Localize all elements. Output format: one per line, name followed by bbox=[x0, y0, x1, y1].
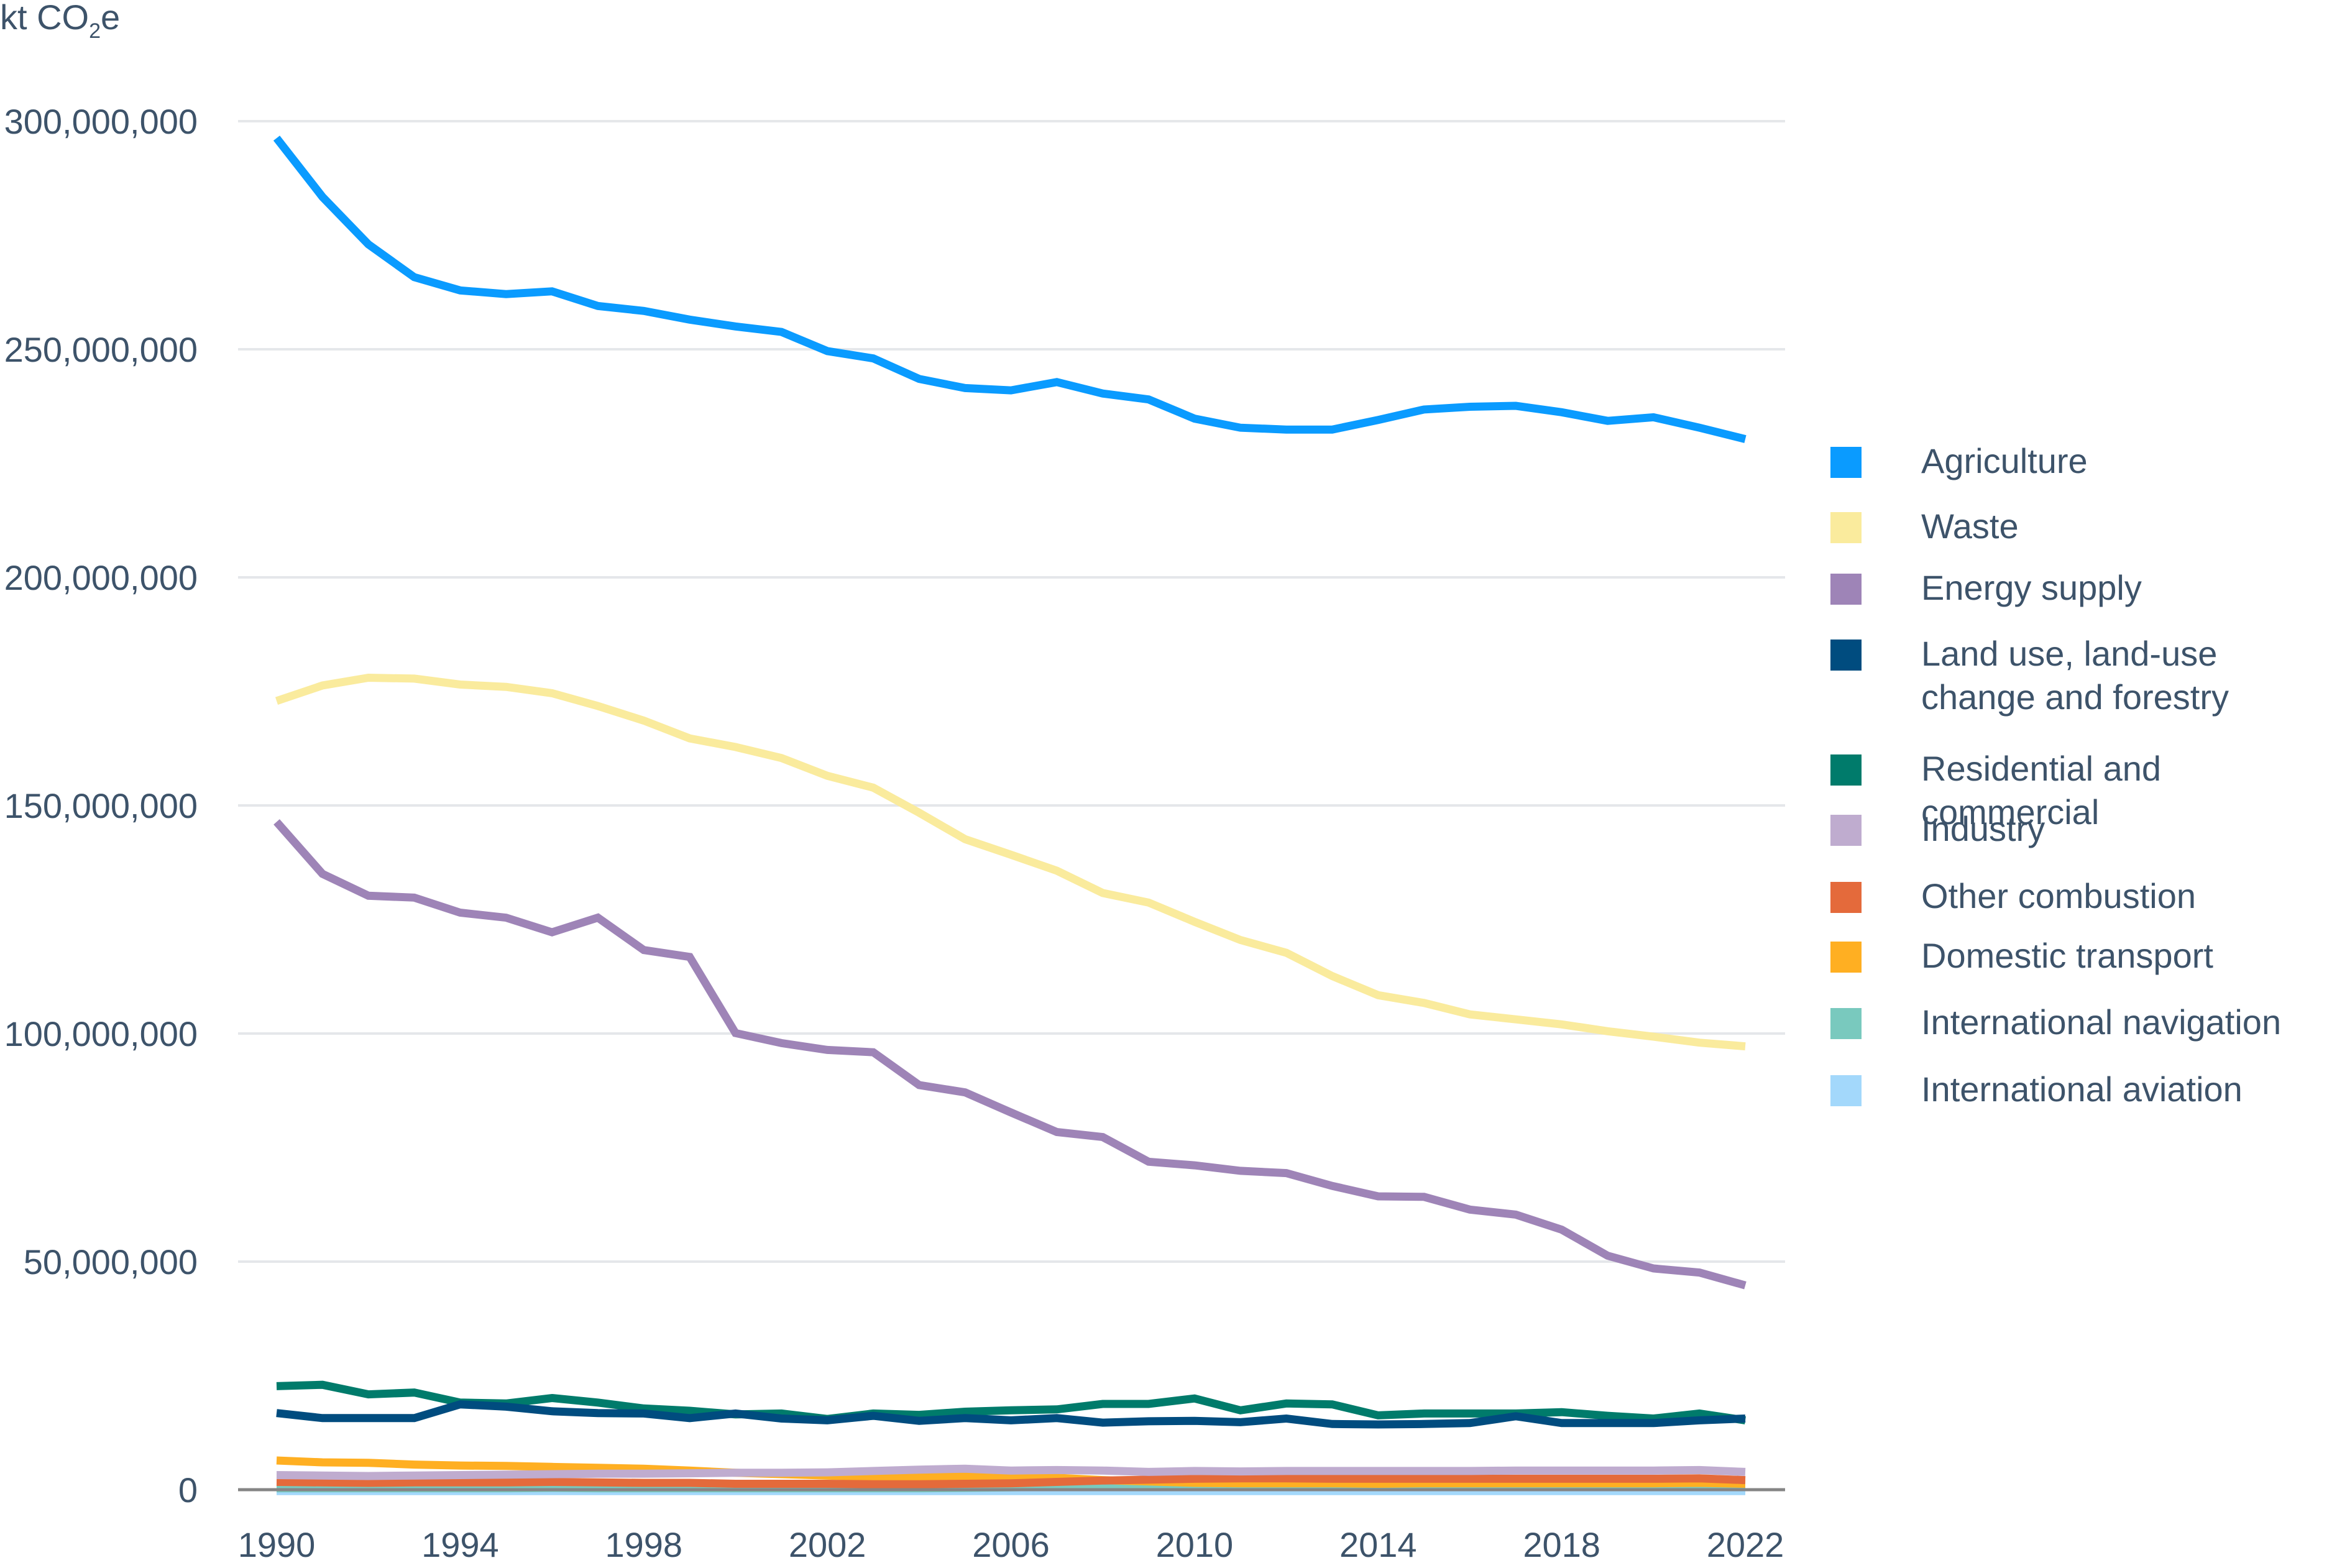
legend-swatch bbox=[1830, 512, 1862, 543]
y-tick-label: 150,000,000 bbox=[4, 786, 198, 825]
legend-item-other-combustion[interactable]: Other combustion bbox=[1830, 876, 2196, 918]
series-line-waste bbox=[275, 673, 1746, 1051]
x-tick-label: 1990 bbox=[238, 1525, 316, 1564]
legend-swatch bbox=[1830, 1075, 1862, 1106]
legend-label: Domestic transport bbox=[1921, 936, 2213, 975]
legend-label: Residential and commercial bbox=[1921, 749, 2162, 832]
legend-label: Other combustion bbox=[1921, 876, 2196, 915]
legend-item-agriculture[interactable]: Agriculture bbox=[1830, 441, 2088, 483]
legend-label: International navigation bbox=[1921, 1002, 2282, 1042]
series-lines bbox=[273, 135, 1747, 1495]
series-line-energy-supply bbox=[273, 819, 1747, 1290]
legend-label: International aviation bbox=[1921, 1070, 2243, 1109]
y-tick-label: 50,000,000 bbox=[24, 1242, 198, 1281]
x-tick-label: 1998 bbox=[605, 1525, 682, 1564]
legend-swatch bbox=[1830, 574, 1862, 605]
x-tick-label: 2006 bbox=[972, 1525, 1050, 1564]
legend-swatch bbox=[1830, 447, 1862, 478]
legend-item-waste[interactable]: Waste bbox=[1830, 507, 2019, 548]
legend-item-international-aviation[interactable]: International aviation bbox=[1830, 1070, 2243, 1111]
legend-label: Waste bbox=[1921, 507, 2019, 546]
unit-main: kt CO bbox=[0, 0, 90, 37]
series-line-residential-and-commercial bbox=[276, 1380, 1746, 1424]
x-tick-label: 2014 bbox=[1339, 1525, 1417, 1564]
series-line-land-use-land-use-change-and-forestry bbox=[276, 1400, 1746, 1429]
x-tick-label: 2010 bbox=[1156, 1525, 1234, 1564]
legend-item-industry[interactable]: Industry bbox=[1830, 809, 2045, 851]
legend-swatch bbox=[1830, 754, 1862, 786]
legend-label: Industry bbox=[1921, 809, 2045, 848]
y-axis-tick-labels: 0 50,000,000 100,000,000 150,000,000 200,000… bbox=[4, 102, 198, 1510]
y-tick-label: 200,000,000 bbox=[4, 558, 198, 597]
y-axis-unit-label: kt CO2e bbox=[0, 0, 120, 42]
x-tick-label: 2002 bbox=[789, 1525, 866, 1564]
legend-swatch bbox=[1830, 815, 1862, 846]
legend-item-energy-supply[interactable]: Energy supply bbox=[1830, 568, 2142, 610]
legend-swatch bbox=[1830, 1008, 1862, 1039]
series-line-agriculture bbox=[273, 135, 1747, 443]
legend-label: Energy supply bbox=[1921, 568, 2142, 607]
y-tick-label: 100,000,000 bbox=[4, 1014, 198, 1053]
unit-tail: e bbox=[101, 0, 121, 37]
legend-swatch bbox=[1830, 640, 1862, 671]
y-tick-label: 300,000,000 bbox=[4, 102, 198, 141]
x-tick-label: 1994 bbox=[421, 1525, 499, 1564]
legend-item-domestic-transport[interactable]: Domestic transport bbox=[1830, 936, 2213, 978]
x-tick-label: 2018 bbox=[1523, 1525, 1600, 1564]
series-line-domestic-transport bbox=[276, 1456, 1746, 1488]
y-tick-label: 250,000,000 bbox=[4, 330, 198, 369]
y-tick-label: 0 bbox=[178, 1470, 198, 1510]
legend-label: Land use, land-use change and forestry bbox=[1921, 634, 2229, 717]
legend-label: Agriculture bbox=[1921, 441, 2088, 480]
x-tick-label: 2022 bbox=[1707, 1525, 1784, 1564]
x-axis-tick-labels: 1990 1994 1998 2002 2006 2010 2014 2018 2022 bbox=[238, 1525, 1784, 1564]
series-line-other-combustion bbox=[276, 1474, 1746, 1488]
legend-item-land-use-land-use-change-and-forestry[interactable]: Land use, land-use change and forestry bbox=[1830, 634, 2229, 719]
legend-swatch bbox=[1830, 942, 1862, 973]
gridlines bbox=[238, 120, 1785, 1263]
unit-subscript: 2 bbox=[89, 19, 101, 43]
legend-item-international-navigation[interactable]: International navigation bbox=[1830, 1002, 2281, 1044]
legend-item-residential-and-commercial[interactable]: Residential and commercial bbox=[1830, 749, 2337, 834]
series-line-industry bbox=[276, 1464, 1746, 1480]
legend-swatch bbox=[1830, 882, 1862, 913]
